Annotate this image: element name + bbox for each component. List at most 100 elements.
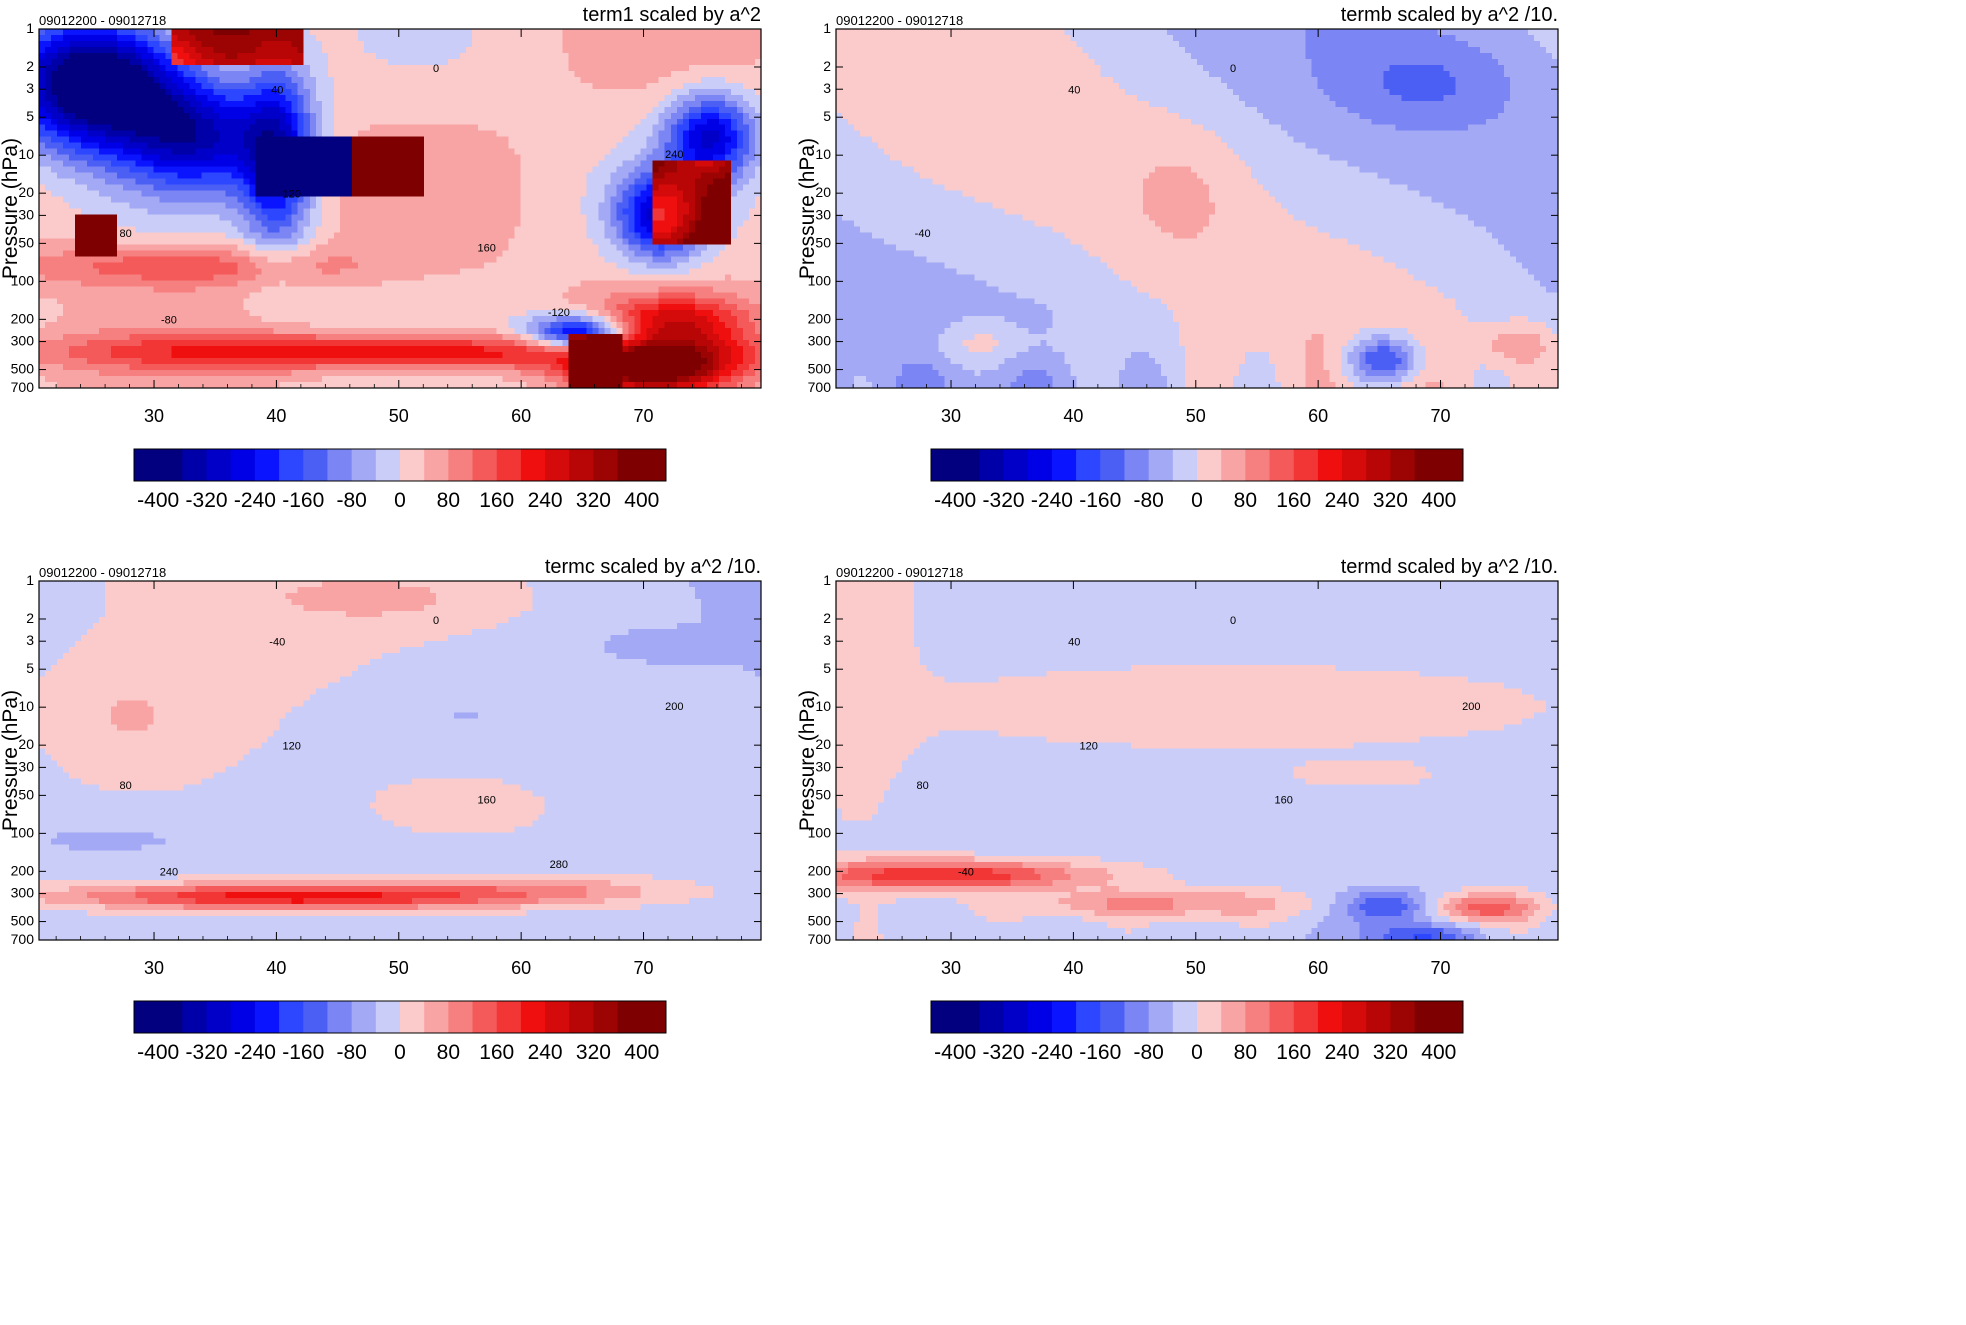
heatmap-cell: [677, 35, 684, 42]
heatmap-cell: [520, 53, 527, 60]
heatmap-cell: [316, 89, 323, 96]
heatmap-cell: [238, 53, 245, 60]
heatmap-cell: [629, 35, 636, 42]
heatmap-cell: [177, 83, 184, 90]
heatmap-cell: [292, 41, 299, 48]
heatmap-cell: [406, 41, 413, 48]
heatmap-cell: [346, 95, 353, 102]
heatmap-cell: [743, 65, 750, 72]
heatmap-cell: [310, 89, 317, 96]
heatmap-cell: [183, 77, 190, 84]
heatmap-cell: [310, 41, 317, 48]
heatmap-cell: [111, 95, 118, 102]
heatmap-cell: [93, 59, 100, 66]
heatmap-cell: [346, 83, 353, 90]
heatmap-cell: [226, 47, 233, 54]
heatmap-cell: [568, 35, 575, 42]
heatmap-cell: [520, 89, 527, 96]
heatmap-cell: [129, 89, 136, 96]
heatmap-cell: [496, 29, 503, 36]
heatmap-cell: [502, 59, 509, 66]
heatmap-cell: [436, 29, 443, 36]
heatmap-cell: [508, 35, 515, 42]
heatmap-cell: [442, 35, 449, 42]
heatmap-cell: [460, 35, 467, 42]
heatmap-cell: [250, 35, 257, 42]
heatmap-cell: [677, 89, 684, 96]
heatmap-cell: [490, 77, 497, 84]
heatmap-cell: [550, 53, 557, 60]
heatmap-cell: [623, 29, 630, 36]
heatmap-cell: [220, 53, 227, 60]
heatmap-cell: [135, 29, 142, 36]
heatmap-cell: [695, 53, 702, 60]
heatmap-cell: [490, 71, 497, 78]
heatmap-cell: [183, 95, 190, 102]
heatmap-cell: [418, 77, 425, 84]
heatmap-cell: [490, 89, 497, 96]
heatmap-cell: [544, 77, 551, 84]
heatmap-cell: [617, 77, 624, 84]
heatmap-cell: [388, 53, 395, 60]
heatmap-cell: [322, 71, 329, 78]
heatmap-cell: [346, 47, 353, 54]
heatmap-cell: [605, 35, 612, 42]
heatmap-cell: [568, 29, 575, 36]
heatmap-cell: [653, 89, 660, 96]
heatmap-cell: [520, 47, 527, 54]
heatmap-cell: [171, 77, 178, 84]
heatmap-cell: [322, 47, 329, 54]
heatmap-cell: [370, 89, 377, 96]
heatmap-cell: [87, 41, 94, 48]
heatmap-cell: [587, 41, 594, 48]
heatmap-cell: [496, 59, 503, 66]
heatmap-cell: [611, 29, 618, 36]
heatmap-cell: [334, 65, 341, 72]
heatmap-cell: [659, 65, 666, 72]
heatmap-cell: [731, 59, 738, 66]
heatmap-cell: [593, 35, 600, 42]
heatmap-cell: [647, 59, 654, 66]
heatmap-cell: [334, 77, 341, 84]
heatmap-cell: [641, 65, 648, 72]
heatmap-cell: [436, 77, 443, 84]
heatmap-cell: [292, 95, 299, 102]
heatmap-cell: [75, 53, 82, 60]
heatmap-cell: [256, 41, 263, 48]
heatmap-cell: [617, 41, 624, 48]
heatmap-cell: [298, 59, 305, 66]
heatmap-cell: [69, 89, 76, 96]
heatmap-cell: [442, 65, 449, 72]
heatmap-cell: [232, 41, 239, 48]
heatmap-cell: [93, 53, 100, 60]
heatmap-cell: [274, 35, 281, 42]
heatmap-cell: [593, 53, 600, 60]
heatmap-cell: [581, 41, 588, 48]
heatmap-cell: [39, 89, 46, 96]
heatmap-cell: [725, 89, 732, 96]
heatmap-cell: [117, 29, 124, 36]
heatmap-cell: [298, 89, 305, 96]
heatmap-cell: [250, 41, 257, 48]
heatmap-cell: [472, 77, 479, 84]
heatmap-cell: [749, 29, 756, 36]
heatmap-cell: [111, 59, 118, 66]
heatmap-cell: [562, 77, 569, 84]
heatmap-cell: [232, 29, 239, 36]
heatmap-cell: [201, 89, 208, 96]
heatmap-cell: [232, 53, 239, 60]
heatmap-cell: [707, 47, 714, 54]
heatmap-cell: [508, 41, 515, 48]
heatmap-cell: [63, 59, 70, 66]
heatmap-cell: [159, 59, 166, 66]
heatmap-cell: [195, 35, 202, 42]
heatmap-cell: [322, 77, 329, 84]
heatmap-cell: [677, 59, 684, 66]
heatmap-cell: [701, 41, 708, 48]
heatmap-cell: [635, 35, 642, 42]
heatmap-cell: [298, 41, 305, 48]
heatmap-cell: [514, 53, 521, 60]
heatmap-cell: [171, 83, 178, 90]
heatmap-cell: [472, 41, 479, 48]
heatmap-cell: [81, 47, 88, 54]
